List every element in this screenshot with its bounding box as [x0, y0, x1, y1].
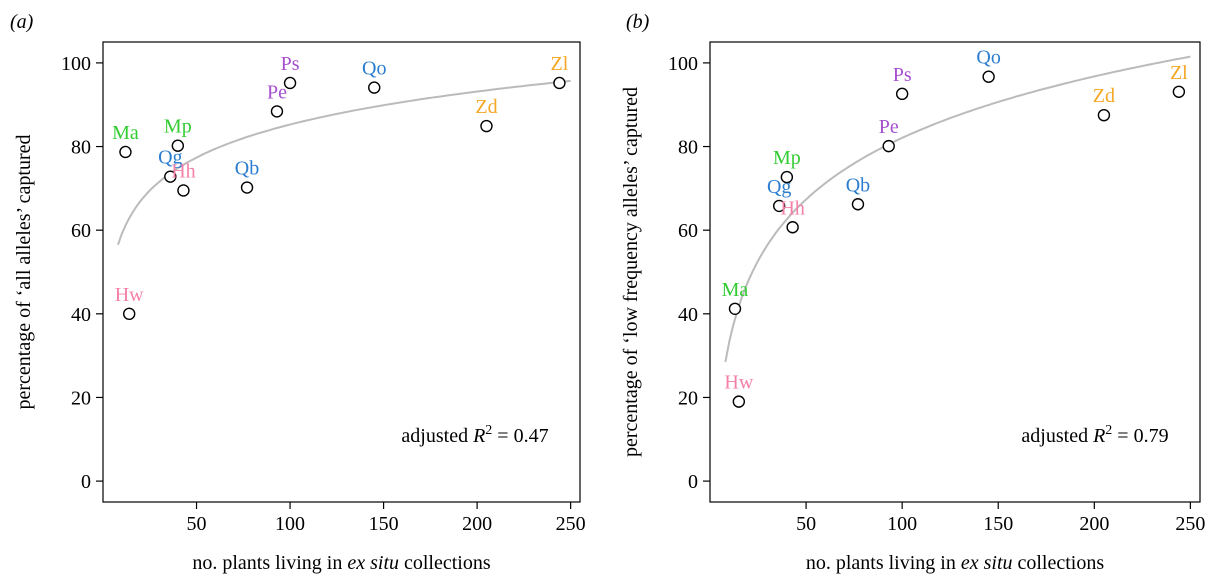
y-axis-label: percentage of ‘low frequency alleles’ ca… — [620, 87, 642, 457]
data-label-zl: Zl — [551, 53, 569, 75]
data-point-ma — [728, 302, 742, 315]
x-tick-label: 250 — [556, 513, 586, 535]
panel-a: 50 100 150 200 250 0 20 40 60 80 100 (a) no. plants … — [10, 11, 586, 574]
x-tick-label: 50 — [187, 513, 207, 535]
data-label-pe: Pe — [267, 81, 287, 103]
data-label-pe: Pe — [879, 116, 899, 138]
x-axis-label: no. plants living in ex situ collections — [806, 552, 1105, 574]
data-label-ps: Ps — [281, 53, 300, 75]
x-tick-label: 100 — [887, 513, 917, 535]
data-label-ma: Ma — [722, 279, 749, 301]
r-squared-annotation: adjusted R2 = 0.47 — [401, 423, 548, 447]
trend-line — [724, 55, 1191, 363]
data-point-qo — [368, 81, 381, 94]
y-tick-label: 0 — [81, 471, 91, 493]
x-tick-label: 150 — [983, 513, 1013, 535]
data-point-zd — [1097, 108, 1111, 122]
data-label-hh: Hh — [171, 160, 195, 182]
data-label-hw: Hw — [115, 284, 144, 306]
data-point-hh — [177, 184, 190, 197]
panel-b: 50 100 150 200 250 0 20 40 60 80 100 (b) no. plants … — [620, 11, 1205, 574]
x-tick-label: 200 — [1079, 513, 1109, 535]
x-tick-label: 150 — [369, 513, 399, 535]
data-label-mp: Mp — [164, 116, 192, 138]
data-point-zd — [480, 119, 493, 133]
data-label-zd: Zd — [475, 96, 497, 118]
data-point-qb — [240, 181, 254, 194]
y-tick-label: 20 — [678, 387, 698, 409]
data-point-mp — [171, 139, 185, 152]
data-point-ma — [119, 145, 132, 159]
data-point-zl — [1172, 85, 1186, 98]
data-label-hw: Hw — [724, 372, 753, 394]
y-axis-label: percentage of ‘all alleles’ captured — [13, 134, 35, 409]
x-tick-label: 50 — [796, 513, 816, 535]
panel-label: (a) — [10, 11, 34, 33]
y-tick-label: 20 — [71, 387, 91, 409]
data-point-ps — [283, 76, 297, 90]
data-point-zl — [553, 76, 566, 90]
r-squared-annotation: adjusted R2 = 0.79 — [1021, 423, 1168, 447]
data-point-pe — [270, 105, 284, 118]
data-label-qg: Qg — [767, 176, 791, 198]
trend-line — [117, 79, 571, 246]
y-tick-label: 40 — [71, 304, 91, 326]
y-tick-label: 80 — [71, 137, 91, 159]
data-label-qo: Qo — [976, 47, 1000, 69]
data-point-qg — [772, 199, 786, 213]
data-point-mp — [780, 170, 794, 184]
y-tick-label: 40 — [678, 304, 698, 326]
data-label-ps: Ps — [893, 64, 912, 86]
data-point-qb — [851, 198, 865, 211]
y-tick-label: 60 — [678, 220, 698, 242]
y-tick-label: 0 — [688, 471, 698, 493]
data-label-qg: Qg — [158, 147, 182, 169]
plot-frame — [102, 41, 581, 503]
data-point-pe — [882, 139, 895, 153]
data-point-hw — [732, 395, 746, 408]
data-label-zl: Zl — [1170, 62, 1188, 84]
data-label-mp: Mp — [773, 147, 801, 169]
data-point-qo — [982, 70, 995, 83]
x-axis-label: no. plants living in ex situ collections — [192, 552, 491, 574]
data-point-qg — [164, 170, 177, 183]
data-label-qb: Qb — [235, 158, 259, 180]
x-tick-label: 200 — [462, 513, 492, 535]
y-tick-label: 60 — [71, 220, 91, 242]
data-point-ps — [895, 87, 909, 101]
data-label-qo: Qo — [362, 58, 386, 80]
y-tick-label: 80 — [678, 137, 698, 159]
data-label-zd: Zd — [1093, 85, 1115, 107]
data-label-ma: Ma — [112, 122, 139, 144]
data-label-qb: Qb — [846, 174, 870, 196]
plot-frame — [709, 41, 1201, 503]
data-point-hh — [786, 221, 799, 234]
y-tick-label: 100 — [668, 53, 698, 75]
y-tick-label: 100 — [61, 53, 91, 75]
x-tick-label: 250 — [1175, 513, 1205, 535]
data-label-hh: Hh — [780, 197, 804, 219]
data-point-hw — [122, 307, 136, 321]
panel-label: (b) — [626, 11, 650, 33]
x-tick-label: 100 — [275, 513, 305, 535]
